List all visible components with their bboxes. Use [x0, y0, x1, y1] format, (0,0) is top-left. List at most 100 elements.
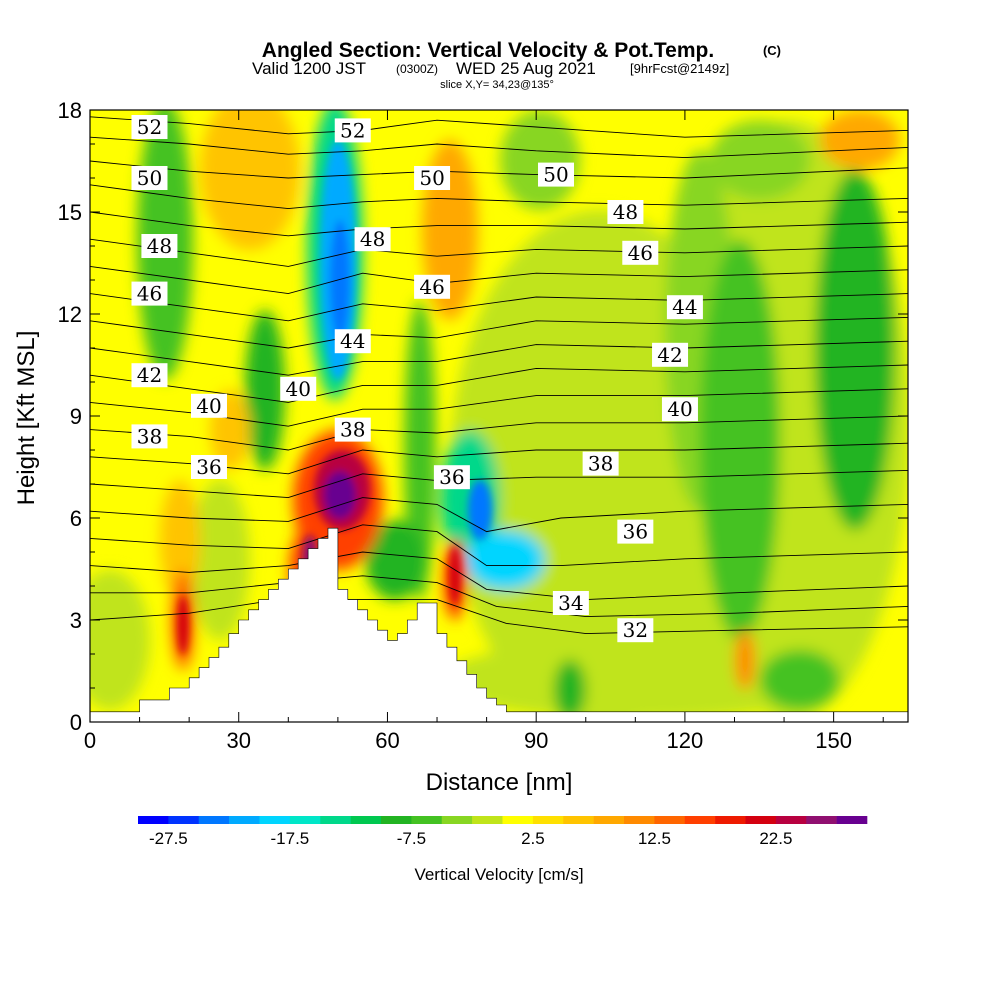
y-tick-label: 18: [58, 98, 82, 123]
colorbar-swatch: [684, 816, 716, 824]
colorbar-swatch: [593, 816, 625, 824]
isentrope-label: 36: [196, 455, 221, 479]
field-core: [449, 545, 461, 605]
colorbar-tick-label: 2.5: [521, 829, 545, 848]
y-tick-label: 3: [70, 608, 82, 633]
isentrope-label-box: [652, 342, 689, 367]
isentrope-label-box: [552, 591, 589, 615]
isentrope-label-box: [141, 234, 178, 258]
colorbar-swatch: [198, 816, 230, 824]
isentrope-label: 50: [419, 166, 444, 190]
isentrope-label-box: [433, 465, 470, 490]
y-tick-label: 0: [70, 710, 82, 735]
y-tick-label: 15: [58, 200, 82, 225]
colorbar-swatch: [350, 816, 382, 824]
colorbar-label: Vertical Velocity [cm/s]: [414, 865, 583, 884]
isentrope-label: 52: [137, 115, 162, 139]
colorbar-swatch: [441, 816, 473, 824]
isentrope-label: 40: [285, 377, 310, 401]
colorbar-swatch: [411, 816, 443, 824]
isentrope-label: 46: [419, 275, 444, 299]
isentrope-label: 50: [543, 163, 568, 187]
isentrope-label: 36: [623, 520, 648, 544]
field-patch: [90, 570, 150, 710]
isentrope-label: 44: [672, 295, 697, 319]
colorbar-swatch: [259, 816, 291, 824]
colorbar-swatch: [168, 816, 200, 824]
x-tick-label: 150: [815, 728, 852, 753]
colorbar-tick-label: -27.5: [149, 829, 188, 848]
isentrope-label: 48: [360, 227, 385, 251]
isentrope-line: [90, 136, 908, 159]
isentrope-label-box: [280, 376, 317, 401]
isentrope-label: 38: [340, 418, 365, 442]
subtitle-z: (0300Z): [396, 62, 438, 76]
isentrope-line: [90, 238, 908, 267]
colorbar-swatch: [836, 816, 868, 824]
field-patch: [245, 310, 285, 470]
isentrope-line: [90, 415, 908, 451]
colorbar-swatch: [320, 816, 351, 824]
isentrope-label-box: [617, 519, 654, 544]
isentrope-label: 38: [588, 452, 613, 476]
isentrope-label-box: [414, 166, 451, 190]
isentrope-label: 46: [137, 282, 162, 306]
colorbar: [138, 816, 868, 824]
x-tick-label: 120: [667, 728, 704, 753]
terrain: [90, 527, 908, 722]
isentrope-label-box: [607, 200, 644, 224]
isentrope-label: 52: [340, 118, 365, 142]
colorbar-swatch: [502, 816, 534, 824]
isentrope-line: [90, 497, 908, 533]
isentrope-line: [90, 116, 908, 138]
field-patch: [710, 120, 810, 200]
colorbar-tick-label: -7.5: [397, 829, 426, 848]
isentrope-label-box: [190, 393, 227, 418]
colorbar-swatch: [715, 816, 746, 824]
isentrope-label: 34: [558, 591, 583, 615]
isentrope-label: 36: [439, 465, 464, 489]
x-tick-label: 90: [524, 728, 548, 753]
subtitle-slice: slice X,Y= 34,23@135°: [440, 79, 554, 91]
isentrope-label-box: [354, 227, 391, 252]
isentrope-label: 46: [628, 241, 653, 265]
isentrope-label-box: [414, 274, 451, 299]
colorbar-ticks: -27.5 -17.5 -7.5 2.5 12.5 22.5: [149, 829, 792, 848]
colorbar-tick-label: 12.5: [638, 829, 671, 848]
subtitle-fcst: [9hrFcst@2149z]: [630, 61, 729, 76]
field-patch: [700, 240, 780, 640]
isentrope-line: [90, 211, 908, 237]
field-patch: [815, 170, 895, 530]
y-tick-label: 6: [70, 506, 82, 531]
chart-title: Angled Section: Vertical Velocity & Pot.…: [262, 39, 714, 62]
isentrope-label-box: [538, 162, 575, 187]
field-patch: [554, 660, 586, 720]
isentrope-label-box: [334, 118, 371, 143]
x-tick-label: 60: [375, 728, 399, 753]
isentrope-label: 40: [196, 394, 221, 418]
isentrope-label: 38: [137, 424, 162, 448]
isentrope-line: [90, 184, 908, 210]
field-core: [324, 471, 356, 519]
y-tick-label: 9: [70, 404, 82, 429]
isentrope-label-box: [131, 115, 168, 139]
subtitle-date: WED 25 Aug 2021: [456, 59, 596, 78]
colorbar-swatch: [229, 816, 260, 824]
isentrope-label-box: [131, 363, 168, 388]
isentrope-label-box: [334, 329, 371, 354]
field-patch: [735, 630, 755, 690]
field-patch: [760, 650, 840, 710]
isentrope-label-box: [617, 618, 654, 643]
isentrope-line: [90, 364, 908, 403]
isentrope-labels: 52 50 48 46 42 40 38 36 52 48 44 40 38 50 46 36 50 48 46 44…: [131, 115, 703, 643]
isentrope-label: 48: [147, 234, 172, 258]
isentrope-label-box: [334, 417, 371, 442]
isentrope-label-box: [582, 451, 619, 476]
isentrope-label: 40: [667, 397, 692, 421]
field-core: [330, 220, 350, 340]
x-tick-label: 30: [226, 728, 250, 753]
colorbar-tick-label: -17.5: [271, 829, 310, 848]
colorbar-swatch: [138, 816, 169, 824]
